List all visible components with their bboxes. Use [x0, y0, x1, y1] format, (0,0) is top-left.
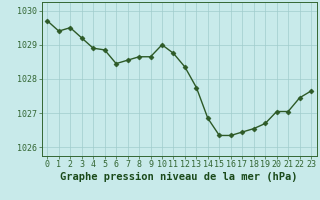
X-axis label: Graphe pression niveau de la mer (hPa): Graphe pression niveau de la mer (hPa): [60, 172, 298, 182]
